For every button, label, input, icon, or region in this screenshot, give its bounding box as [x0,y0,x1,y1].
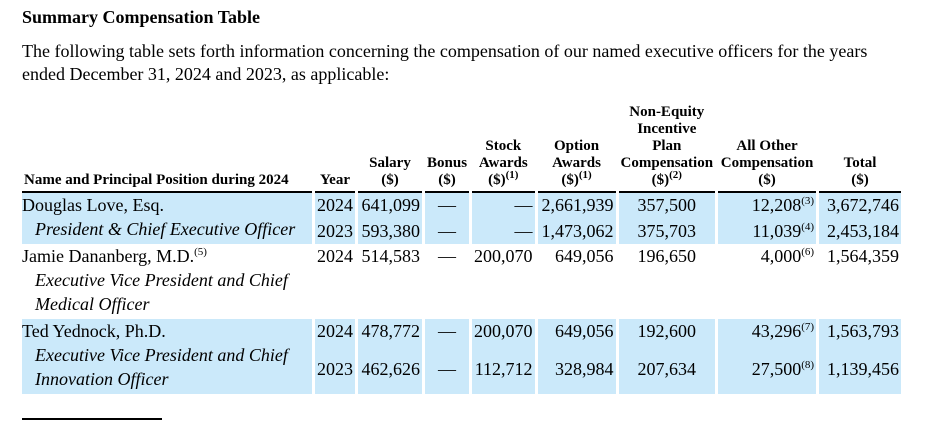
footnote-ref: (5) [194,246,207,258]
compensation-table: Name and Principal Position during 2024 Y… [19,104,904,394]
cell-other: 4,000(6) [760,246,815,266]
cell-salary: 462,626 [358,356,422,394]
cell-other: 43,296(7) [718,319,817,357]
column-header-year: Year [315,104,355,193]
cell-salary: 478,772 [358,319,422,357]
exec-name: Ted Yednock, Ph.D. [22,321,166,341]
exec-name-cell: Douglas Love, Esq. President & Chief Exec… [22,193,312,244]
cell-bonus: — [425,193,470,219]
column-header-other: All Other Compensation ($) [718,104,817,193]
cell-other: 27,500(8) [718,356,817,394]
document-page: Summary Compensation Table The following… [19,7,904,420]
cell-salary: 593,380 [358,218,422,244]
cell-option: 649,056 [537,319,616,357]
exec-name-cell: Jamie Dananberg, M.D.(5) Executive Vice P… [22,244,312,319]
footnote-ref: (1) [578,169,592,181]
table-row: Ted Yednock, Ph.D. Executive Vice Preside… [22,319,902,394]
cell-option: 1,473,062 [537,218,616,244]
column-header-name: Name and Principal Position during 2024 [22,104,312,193]
cell-total: 2,453,184 [819,218,902,244]
cell-stock: 200,070 [472,319,535,357]
table-row: 2023 593,380— —1,473,062 375,703 11,039(4) 2,… [22,218,902,244]
table-body: Douglas Love, Esq. President & Chief Exec… [22,193,902,394]
exec-title: Executive Vice President and Chief Medic… [35,270,288,314]
cell-neip: 196,650 [637,246,697,266]
column-header-salary: Salary ($) [358,104,422,193]
cell-year: 2024 [317,246,353,266]
footnote-ref: (2) [669,169,682,181]
cell-total: 1,139,456 [819,356,902,394]
cell-option: 328,984 [537,356,616,394]
cell-total: 1,563,793 [819,319,902,357]
column-header-option: Option Awards ($)(1) [537,104,616,193]
cell-neip: 207,634 [618,356,716,394]
table-row: Jamie Dananberg, M.D.(5) Executive Vice P… [22,244,901,319]
cell-stock: — [472,218,535,244]
cell-neip: 192,600 [618,319,716,357]
table-row: 2023 462,626—112,712 328,984 207,634 27,500(… [22,356,902,394]
footnote-ref: (4) [801,220,815,233]
cell-year: 2023 [315,218,355,244]
column-header-neip: Non-Equity Incentive Plan Compensation ($)(2… [618,104,716,193]
page-title: Summary Compensation Table [22,7,261,27]
cell-year: 2023 [315,356,355,394]
cell-neip: 375,703 [618,218,716,244]
intro-paragraph: The following table sets forth informati… [22,41,868,84]
cell-bonus: — [425,356,470,394]
cell-bonus: — [438,246,457,266]
footnote-ref: (3) [801,195,815,207]
cell-stock: — [472,193,535,219]
cell-neip: 357,500 [618,193,716,219]
table-header: Name and Principal Position during 2024 Y… [22,104,902,193]
column-header-bonus: Bonus ($) [425,104,470,193]
cell-salary: 514,583 [361,246,421,266]
cell-other: 12,208(3) [718,193,817,219]
cell-year: 2024 [315,319,355,357]
exec-name: Douglas Love, Esq. [22,195,164,215]
cell-bonus: — [425,218,470,244]
cell-year: 2024 [315,193,355,219]
cell-total: 1,564,359 [827,246,900,266]
exec-name: Jamie Dananberg, M.D.(5) [22,246,207,266]
exec-title: Executive Vice President and Chief Innov… [35,345,288,389]
cell-other: 11,039(4) [718,218,817,244]
cell-stock: 200,070 [474,246,533,266]
cell-option: 2,661,939 [537,193,616,219]
cell-total: 3,672,746 [819,193,902,219]
footnote-separator [22,418,162,420]
cell-stock: 112,712 [472,356,535,394]
footnote-ref: (1) [505,169,519,181]
table-row: Douglas Love, Esq. President & Chief Exec… [22,193,902,244]
exec-title: President & Chief Executive Officer [35,219,296,239]
column-header-stock: Stock Awards ($)(1) [472,104,535,193]
header-row: Name and Principal Position during 2024 Y… [22,104,902,193]
cell-salary: 641,099 [358,193,422,219]
footnote-ref: (8) [801,358,815,371]
cell-option: 649,056 [555,246,614,266]
column-header-total: Total ($) [819,104,902,193]
exec-name-cell: Ted Yednock, Ph.D. Executive Vice Preside… [22,319,312,394]
footnote-ref: (7) [801,321,815,333]
footnote-ref: (6) [801,246,815,258]
cell-bonus: — [425,319,470,357]
